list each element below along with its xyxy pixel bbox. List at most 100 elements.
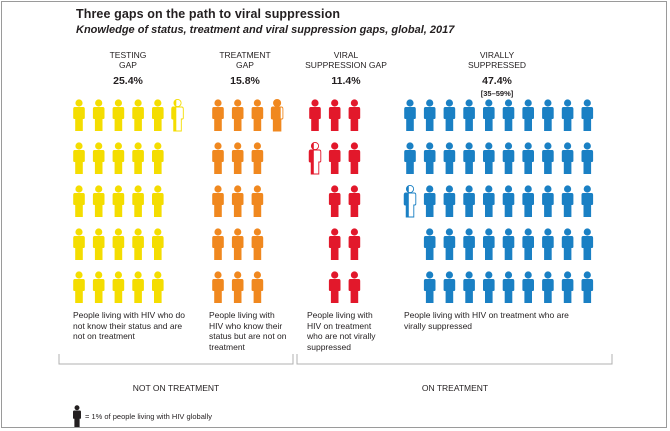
testing-person-figure (152, 185, 164, 217)
suppressed-range: [35–59%] (480, 89, 514, 98)
testing-person-figure (152, 271, 164, 303)
treatment-person-figure (251, 228, 264, 260)
testing-person-figure (132, 185, 144, 217)
viral-desc-line: suppressed (307, 341, 351, 352)
suppressed-person-figure (502, 228, 515, 260)
suppressed-person-figure (522, 142, 534, 174)
virally-suppressed-heading: VIRALLY SUPPRESSED 47.4% [35–59%] (452, 50, 542, 99)
suppressed-person-figure (542, 228, 554, 260)
treatment-desc-line: HIV who know their (209, 320, 283, 331)
suppressed-person-figure (443, 99, 456, 131)
chart-subtitle: Knowledge of status, treatment and viral… (76, 24, 455, 36)
treatment-desc-line: treatment (209, 341, 245, 352)
treatment-person-figure (231, 228, 244, 260)
testing-person-figure (132, 99, 144, 131)
testing-gap-heading: TESTING GAP 25.4% (98, 50, 158, 87)
suppressed-desc-line: virally suppressed (404, 320, 473, 331)
treatment-person-figure (231, 271, 244, 303)
testing-person-figure (73, 185, 85, 217)
viral_gap-person-figure (309, 99, 321, 131)
suppressed-person-figure (561, 271, 574, 303)
testing-person-figure (132, 142, 144, 174)
suppressed-person-figure (463, 185, 475, 217)
legend-text: = 1% of people living with HIV globally (85, 411, 212, 421)
on-treatment-bracket (296, 354, 613, 365)
viral-gap-value: 11.4% (331, 75, 361, 87)
suppressed-person-figure (542, 99, 554, 131)
person-legend-icon (73, 405, 81, 427)
suppressed-person-figure (542, 185, 554, 217)
chart-title: Three gaps on the path to viral suppress… (76, 7, 341, 21)
treatment-gap-description: People living with HIV who know their st… (209, 310, 309, 352)
not-on-treatment-label: NOT ON TREATMENT (132, 383, 220, 393)
suppressed-person-figure (423, 271, 436, 303)
testing-person-figure (112, 99, 125, 131)
treatment-person-figure (251, 271, 264, 303)
suppressed-person-figure (483, 99, 495, 131)
treatment-person-figure (231, 142, 244, 174)
treatment-person-figure (251, 185, 264, 217)
suppressed-person-figure (463, 228, 475, 260)
testing-person-figure (92, 271, 105, 303)
treatment-person-figure (212, 99, 224, 131)
viral_gap-person-figure (328, 271, 341, 303)
testing-person-figure (152, 228, 164, 260)
suppressed-person-figure (483, 228, 495, 260)
suppressed-person-figure (581, 99, 594, 131)
testing-gap-value: 25.4% (113, 75, 143, 87)
suppressed-value: 47.4% (482, 75, 512, 87)
testing-gap-description: People living with HIV who do not know t… (73, 310, 223, 342)
viral-gap-description: People living with HIV on treatment who … (307, 310, 407, 352)
on-treatment-label: ON TREATMENT (421, 383, 489, 393)
testing-gap-label-2: GAP (119, 60, 137, 70)
suppressed-person-figure (443, 142, 456, 174)
suppressed-person-figure (522, 99, 534, 131)
viral-gap-label-1: VIRAL (333, 50, 359, 60)
suppressed-desc-line: People living with HIV on treatment who … (404, 310, 569, 320)
legend: = 1% of people living with HIV globally (72, 405, 212, 427)
viral_gap-person-figure (348, 99, 361, 131)
testing-person-figure (132, 228, 144, 260)
testing-person-figure (73, 99, 85, 131)
viral_gap-person-figure (348, 271, 361, 303)
treatment-person-figure (212, 228, 224, 260)
suppressed-person-figure (502, 142, 515, 174)
treatment-person-figure (231, 185, 244, 217)
suppressed-person-figure (581, 228, 594, 260)
suppressed-person-figure (581, 271, 594, 303)
testing-person-figure (152, 142, 164, 174)
viral-desc-line: who are not virally (307, 331, 376, 341)
suppressed-person-figure (404, 99, 416, 131)
treatment-person-figure (212, 142, 224, 174)
treatment-gap-label-1: TREATMENT (219, 50, 271, 60)
suppressed-person-figure (423, 185, 436, 217)
testing-person-figure (92, 99, 105, 131)
treatment-gap-label-2: GAP (236, 60, 254, 70)
testing-person-figure (112, 142, 125, 174)
treatment-person-figure (212, 271, 224, 303)
suppressed-person-figure (443, 271, 456, 303)
suppressed-person-figure (522, 185, 534, 217)
viral_gap-person-figure (328, 142, 341, 174)
testing-person-figure (171, 98, 184, 132)
suppressed-person-figure (443, 228, 456, 260)
suppressed-person-figure (502, 99, 515, 131)
suppressed-person-figure (423, 228, 436, 260)
suppressed-person-figure (561, 142, 574, 174)
treatment-person-figure (212, 185, 224, 217)
treatment-person-figure (231, 99, 244, 131)
suppressed-person-figure (463, 271, 475, 303)
suppressed-person-figure (463, 99, 475, 131)
treatment-person-figure (251, 99, 264, 131)
suppressed-person-figure (404, 142, 416, 174)
suppressed-person-figure (403, 184, 417, 218)
suppressed-person-figure (502, 185, 515, 217)
viral-desc-line: HIV on treatment (307, 320, 372, 331)
treatment-desc-line: status but are not on (209, 331, 287, 341)
testing-person-figure (73, 228, 85, 260)
suppressed-person-figure (522, 271, 534, 303)
suppressed-person-figure (581, 185, 594, 217)
viral-suppression-gap-heading: VIRAL SUPPRESSION GAP 11.4% (296, 50, 396, 87)
suppressed-person-figure (483, 185, 495, 217)
